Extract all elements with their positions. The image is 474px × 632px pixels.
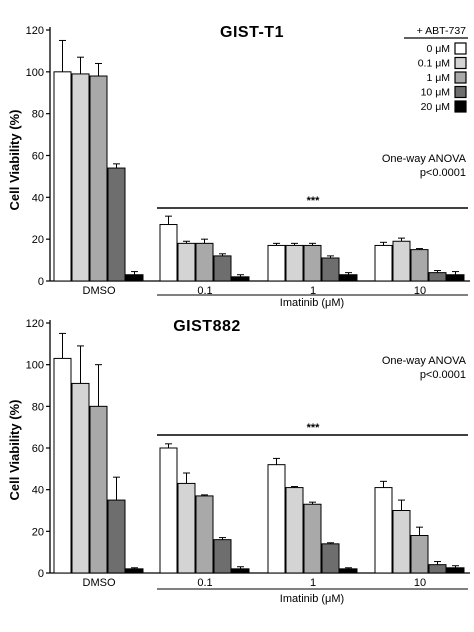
bar [177, 242, 196, 282]
legend-swatch [454, 85, 467, 99]
bar [374, 244, 393, 282]
bar [303, 244, 322, 282]
legend-label: 0 μM [426, 43, 450, 55]
legend-label: 0.1 μM [418, 58, 450, 70]
bar [321, 257, 340, 282]
x-tick-label: 0.1 [197, 577, 212, 589]
bar [89, 405, 108, 574]
bar [410, 535, 429, 574]
chart-gist882: Cell Viability (%) GIST882 One-way ANOVA… [7, 318, 470, 605]
bar [71, 382, 90, 574]
bar [339, 568, 358, 574]
x-tick-label: DMSO [83, 285, 116, 297]
legend-swatch [454, 100, 467, 113]
bar [53, 71, 72, 282]
legend-label: 10 μM [421, 87, 450, 99]
y-tick-label: 80 [32, 401, 44, 413]
bar [125, 274, 144, 282]
chart-title: GIST-T1 [220, 24, 284, 41]
x-tick-label: 1 [310, 285, 316, 297]
y-tick-label: 20 [32, 234, 44, 246]
bar [267, 464, 286, 574]
y-axis-label: Cell Viability (%) [7, 400, 22, 501]
bar [195, 495, 214, 574]
bar [195, 242, 214, 282]
bar [374, 487, 393, 574]
y-tick-label: 120 [26, 318, 44, 330]
bar [159, 224, 178, 282]
bar [267, 244, 286, 282]
plot-area: 0 20 40 60 80 100 120 DMSO 0.1 1 10 [26, 25, 470, 297]
y-tick-label: 100 [26, 67, 44, 79]
y-tick-label: 60 [32, 443, 44, 455]
plot-area: 0 20 40 60 80 100 120 DMSO 0.1 1 10 [26, 318, 470, 589]
y-tick-label: 40 [32, 485, 44, 497]
bar [392, 510, 411, 574]
legend: + ABT-737 0 μM 0.1 μM 1 μM 10 μM 20 μM [404, 25, 468, 113]
bar [428, 564, 447, 574]
bar [107, 499, 126, 574]
legend-label: 1 μM [426, 72, 450, 84]
bar [177, 482, 196, 574]
bar [428, 272, 447, 282]
bar [71, 73, 90, 282]
y-tick-label: 100 [26, 360, 44, 372]
bar [446, 567, 465, 574]
x-tick-label: 10 [414, 577, 426, 589]
p-value-label: p<0.0001 [420, 369, 466, 381]
bar [213, 255, 232, 282]
bar [231, 276, 250, 282]
bar [446, 274, 465, 282]
significance-stars: *** [307, 422, 321, 434]
bar [392, 240, 411, 282]
y-tick-label: 0 [38, 568, 44, 580]
stat-test-label: One-way ANOVA [382, 153, 467, 165]
bar [159, 447, 178, 574]
bar [285, 244, 304, 282]
y-tick-label: 60 [32, 151, 44, 163]
x-tick-label: 10 [414, 285, 426, 297]
bar [285, 487, 304, 574]
chart-title: GIST882 [173, 318, 241, 335]
y-tick-label: 80 [32, 109, 44, 121]
stat-test-label: One-way ANOVA [382, 355, 467, 367]
legend-swatch [454, 42, 467, 55]
significance-stars: *** [307, 195, 321, 207]
bar [231, 568, 250, 574]
bar [213, 539, 232, 574]
bar [339, 274, 358, 282]
x-axis-label: Imatinib (μM) [280, 593, 344, 605]
y-tick-label: 120 [26, 25, 44, 37]
chart-gist-t1: Cell Viability (%) GIST-T1 + ABT-737 0 μ… [7, 24, 470, 309]
legend-label: 20 μM [421, 101, 450, 113]
y-tick-label: 20 [32, 526, 44, 538]
legend-swatch [454, 56, 467, 70]
bar [303, 503, 322, 574]
x-tick-label: DMSO [83, 577, 116, 589]
bar [321, 543, 340, 574]
bar [410, 249, 429, 282]
x-tick-label: 0.1 [197, 285, 212, 297]
bar [53, 357, 72, 574]
y-tick-label: 40 [32, 192, 44, 204]
bar [107, 167, 126, 282]
x-axis-label: Imatinib (μM) [280, 297, 344, 309]
legend-swatch [454, 71, 467, 84]
legend-title: + ABT-737 [417, 25, 466, 37]
y-tick-label: 0 [38, 276, 44, 288]
p-value-label: p<0.0001 [420, 167, 466, 179]
y-axis-label: Cell Viability (%) [7, 110, 22, 211]
bar [89, 75, 108, 282]
x-tick-label: 1 [310, 577, 316, 589]
bar [125, 568, 144, 574]
